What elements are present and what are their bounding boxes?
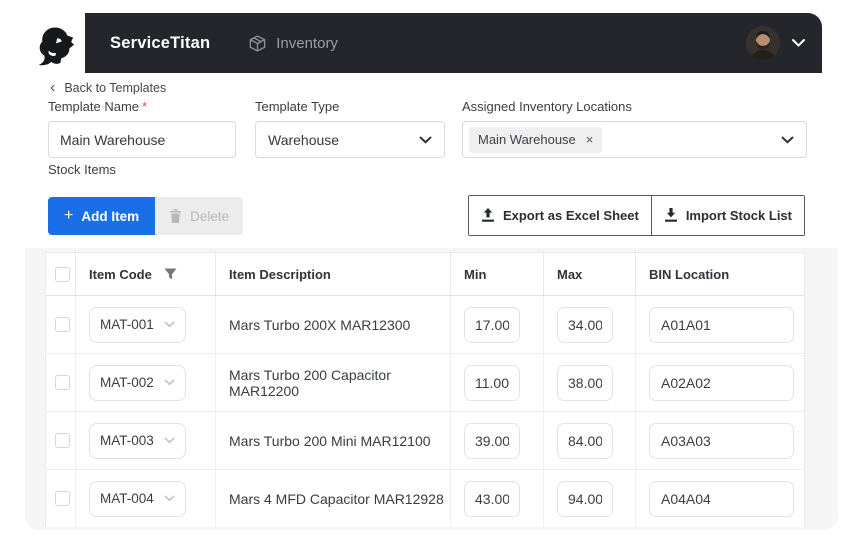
inventory-box-icon xyxy=(248,34,267,53)
required-asterisk: * xyxy=(142,99,148,114)
template-name-group: Template Name * xyxy=(48,99,236,158)
table-row: MAT-002 Mars Turbo 200 Capacitor MAR1220… xyxy=(46,354,804,412)
item-description: Mars Turbo 200 Capacitor MAR12200 xyxy=(216,354,451,411)
row-checkbox[interactable] xyxy=(55,375,70,390)
item-code-select[interactable]: MAT-003 xyxy=(89,422,186,459)
item-code-select[interactable]: MAT-001 xyxy=(89,306,186,343)
bin-location-input[interactable] xyxy=(649,422,794,459)
export-icon xyxy=(481,208,495,223)
item-code-select[interactable]: MAT-004 xyxy=(89,480,186,517)
item-description: Mars 4 MFD Capacitor MAR12928 xyxy=(216,470,451,527)
max-input[interactable] xyxy=(557,306,613,343)
col-item-code: Item Code xyxy=(89,266,152,282)
top-navbar: ServiceTitan Inventory xyxy=(85,13,822,73)
chevron-left-icon: ‹ xyxy=(50,79,56,96)
template-type-group: Template Type Warehouse xyxy=(255,99,445,158)
min-input[interactable] xyxy=(464,422,520,459)
template-name-input[interactable] xyxy=(48,121,236,158)
row-checkbox[interactable] xyxy=(55,433,70,448)
col-bin-location: BIN Location xyxy=(649,266,730,282)
chevron-down-icon xyxy=(164,321,175,328)
table-row: MAT-003 Mars Turbo 200 Mini MAR12100 xyxy=(46,412,804,470)
min-input[interactable] xyxy=(464,306,520,343)
location-chip-label: Main Warehouse xyxy=(478,132,576,147)
chevron-down-icon xyxy=(781,136,794,144)
table-row: MAT-001 Mars Turbo 200X MAR12300 xyxy=(46,296,804,354)
delete-button[interactable]: Delete xyxy=(155,197,244,235)
location-chip: Main Warehouse × xyxy=(469,126,603,153)
chevron-down-icon xyxy=(164,495,175,502)
export-excel-button[interactable]: Export as Excel Sheet xyxy=(468,196,651,235)
servicetitan-logo xyxy=(27,19,81,73)
bin-location-input[interactable] xyxy=(649,306,794,343)
chip-remove-icon[interactable]: × xyxy=(585,132,594,147)
min-input[interactable] xyxy=(464,480,520,517)
stock-items-table: Item Code Item Description Min Max BIN L… xyxy=(45,252,805,527)
row-checkbox[interactable] xyxy=(55,317,70,332)
chevron-down-icon[interactable] xyxy=(789,36,808,50)
template-name-label: Template Name * xyxy=(48,99,148,114)
stock-items-heading: Stock Items xyxy=(48,162,116,177)
max-input[interactable] xyxy=(557,422,613,459)
table-header-row: Item Code Item Description Min Max BIN L… xyxy=(46,253,804,296)
stock-actions: + Add Item Delete xyxy=(48,197,244,235)
plus-icon: + xyxy=(64,207,74,224)
item-code-select[interactable]: MAT-002 xyxy=(89,364,186,401)
import-icon xyxy=(664,208,678,223)
filter-icon[interactable] xyxy=(164,268,177,280)
max-input[interactable] xyxy=(557,480,613,517)
user-menu xyxy=(746,26,808,60)
add-item-button[interactable]: + Add Item xyxy=(48,197,156,235)
min-input[interactable] xyxy=(464,364,520,401)
item-description: Mars Turbo 200 Mini MAR12100 xyxy=(216,412,451,469)
table-row: MAT-004 Mars 4 MFD Capacitor MAR12928 xyxy=(46,470,804,527)
chevron-down-icon xyxy=(164,379,175,386)
stock-items-panel: Item Code Item Description Min Max BIN L… xyxy=(25,248,838,530)
max-input[interactable] xyxy=(557,364,613,401)
assigned-locations-group: Assigned Inventory Locations Main Wareho… xyxy=(462,99,807,158)
select-all-checkbox[interactable] xyxy=(55,266,70,282)
col-item-description: Item Description xyxy=(229,266,331,282)
nav-item-label: Inventory xyxy=(276,34,338,52)
brand-wordmark: ServiceTitan xyxy=(110,33,211,52)
item-description: Mars Turbo 200X MAR12300 xyxy=(216,296,451,353)
col-max: Max xyxy=(557,266,583,282)
back-link-label: Back to Templates xyxy=(64,81,167,95)
trash-icon xyxy=(169,209,182,223)
chevron-down-icon xyxy=(419,136,432,144)
template-type-select[interactable]: Warehouse xyxy=(255,121,445,158)
back-to-templates-link[interactable]: ‹ Back to Templates xyxy=(50,79,167,96)
template-type-value: Warehouse xyxy=(268,131,340,148)
import-export-group: Export as Excel Sheet Import Stock List xyxy=(467,195,805,236)
nav-item-inventory[interactable]: Inventory xyxy=(248,34,338,53)
chevron-down-icon xyxy=(164,437,175,444)
bin-location-input[interactable] xyxy=(649,364,794,401)
col-min: Min xyxy=(464,266,487,282)
assigned-locations-multiselect[interactable]: Main Warehouse × xyxy=(462,121,807,158)
row-checkbox[interactable] xyxy=(55,491,70,506)
bin-location-input[interactable] xyxy=(649,480,794,517)
user-avatar[interactable] xyxy=(746,26,780,60)
template-type-label: Template Type xyxy=(255,99,340,114)
assigned-locations-label: Assigned Inventory Locations xyxy=(462,99,632,114)
import-stock-button[interactable]: Import Stock List xyxy=(650,196,804,235)
